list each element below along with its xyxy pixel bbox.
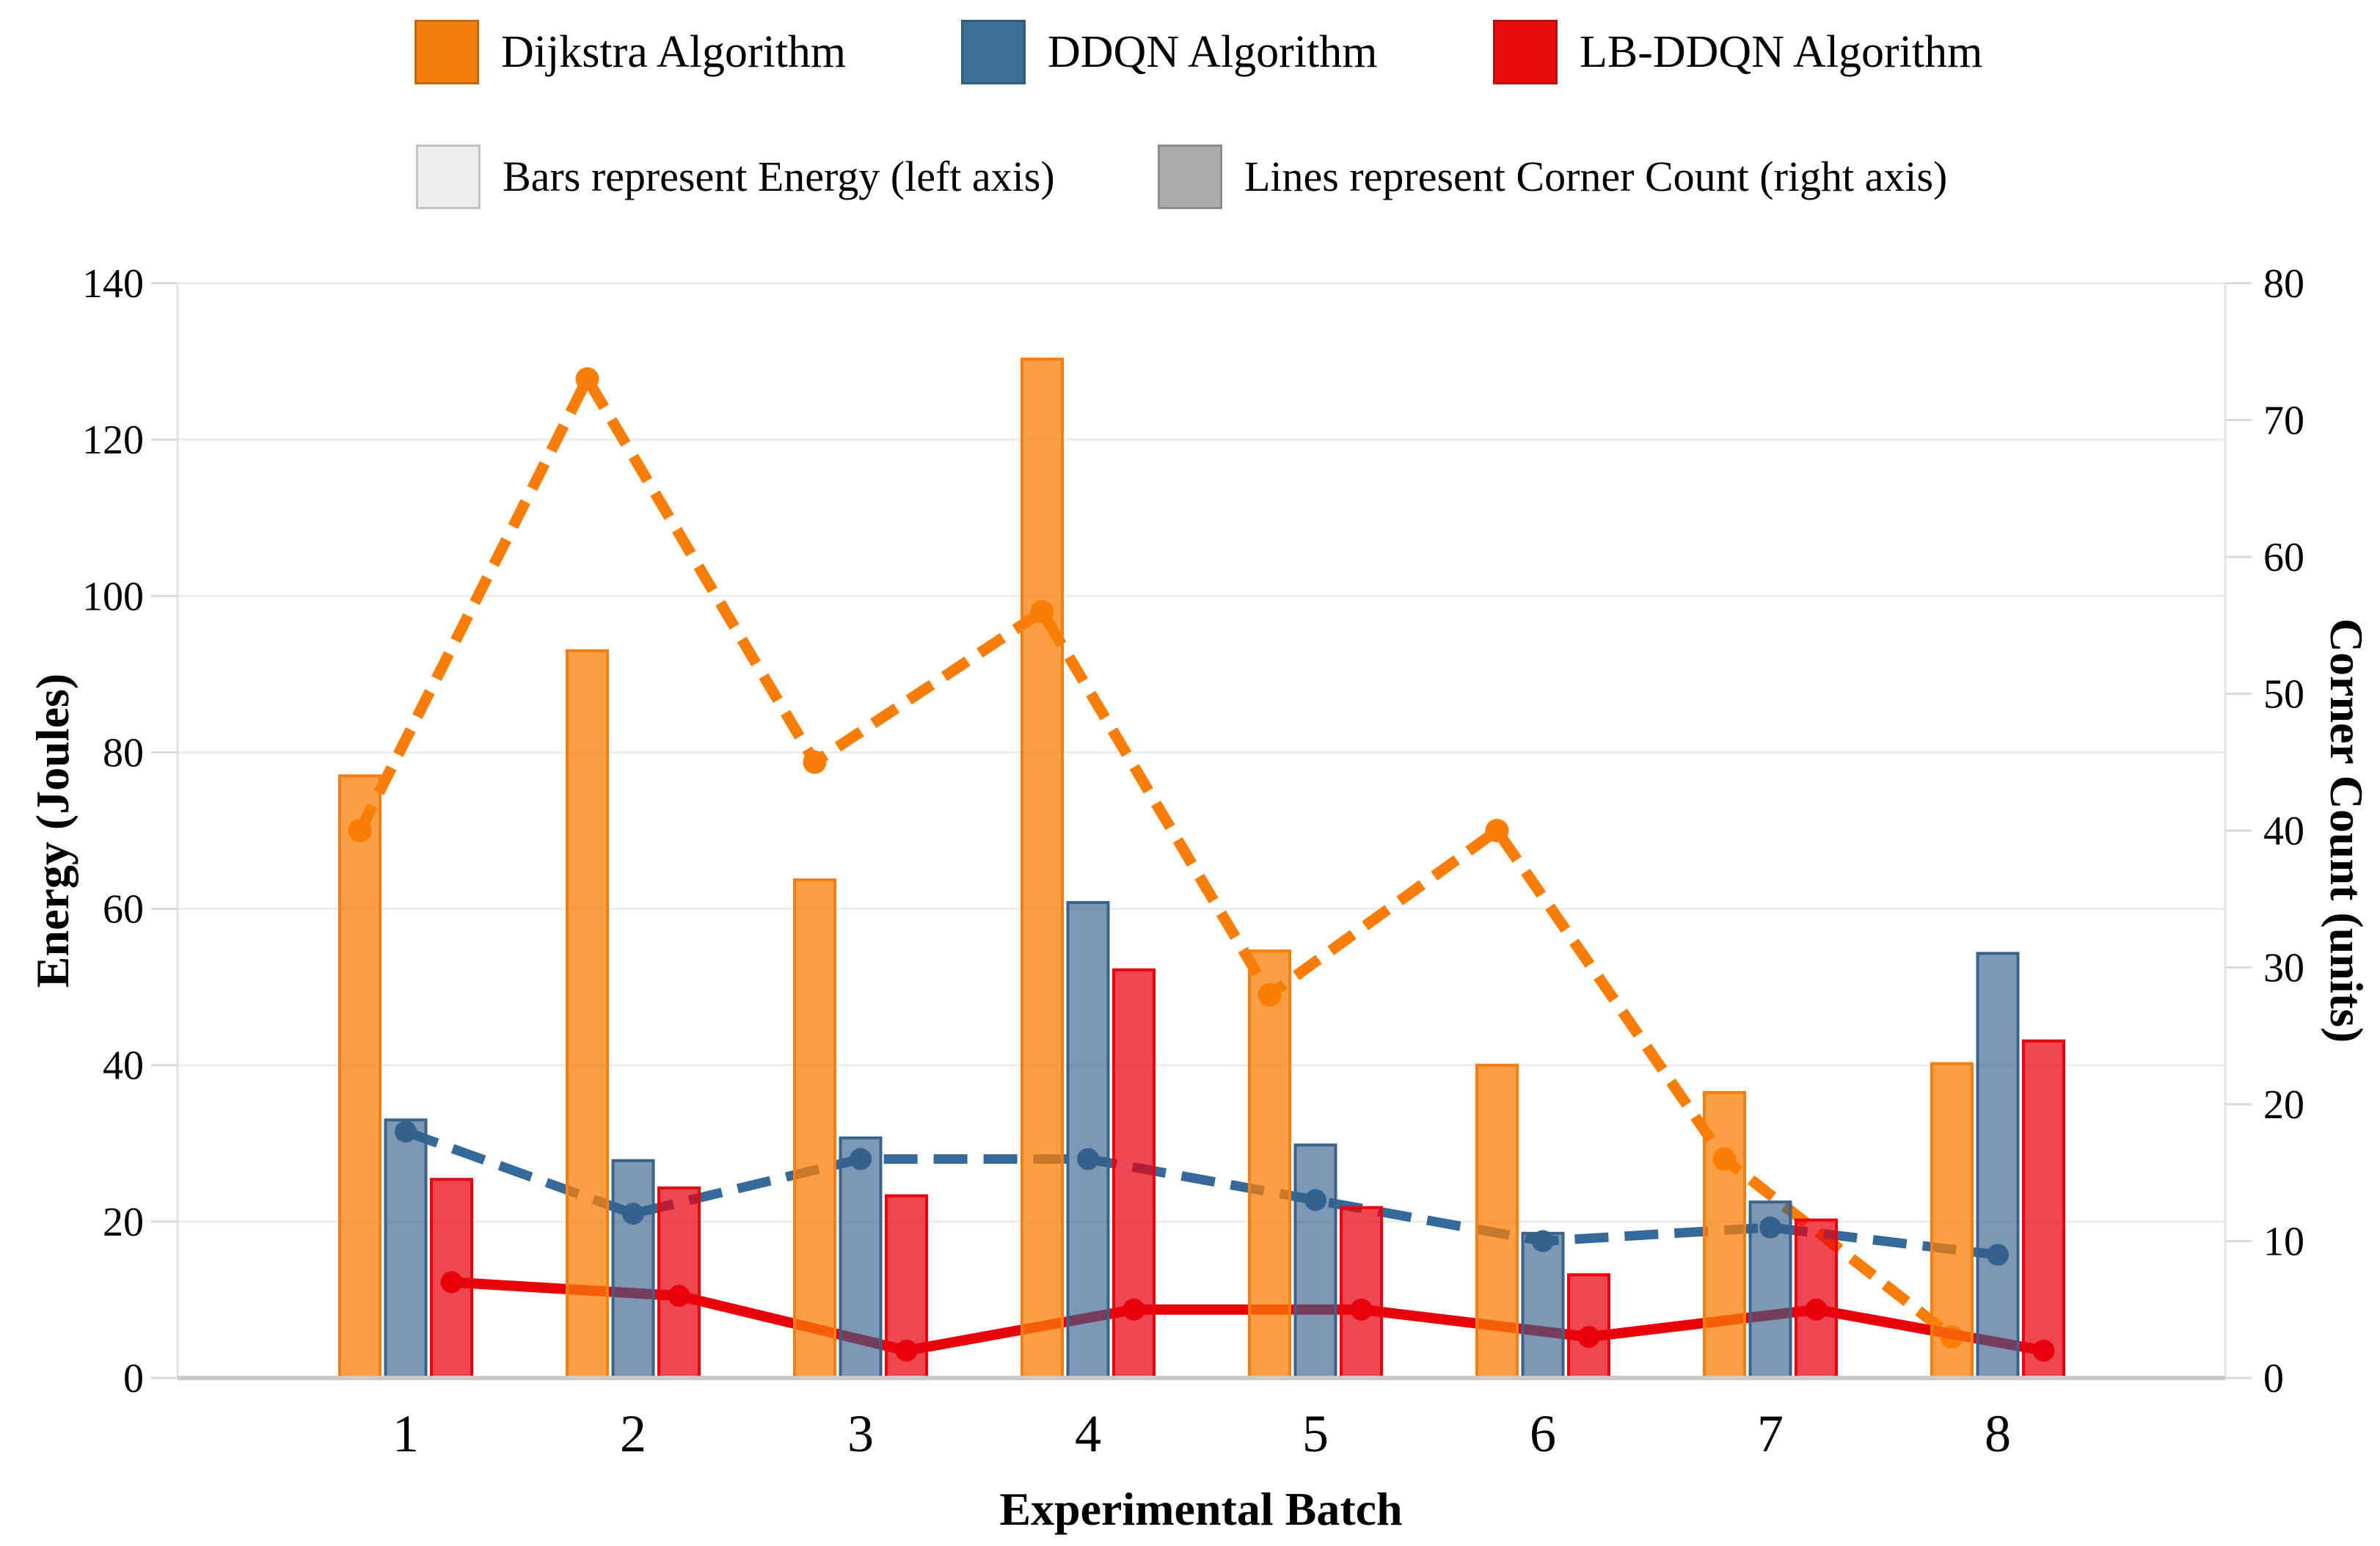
legend-note-1: Lines represent Corner Count (right axis… bbox=[1158, 143, 1947, 211]
legend-swatch-icon bbox=[1493, 20, 1558, 84]
legend-label: Lines represent Corner Count (right axis… bbox=[1244, 153, 1948, 200]
left-tick-label-60: 60 bbox=[103, 887, 144, 933]
x-tick-label-2: 2 bbox=[620, 1404, 646, 1463]
bar-Dijkstra Algorithm-batch-8 bbox=[1930, 1062, 1974, 1380]
right-tick-label-70: 70 bbox=[2263, 398, 2304, 444]
left-tick-label-100: 100 bbox=[82, 574, 144, 619]
bar-Dijkstra Algorithm-batch-1 bbox=[338, 774, 382, 1379]
legend-label: DDQN Algorithm bbox=[1048, 27, 1378, 77]
bar-Dijkstra Algorithm-batch-7 bbox=[1703, 1091, 1746, 1379]
bar-DDQN Algorithm-batch-3 bbox=[839, 1136, 883, 1379]
bar-Dijkstra Algorithm-batch-2 bbox=[566, 649, 609, 1379]
left-tick-label-80: 80 bbox=[103, 730, 144, 776]
right-tick-label-60: 60 bbox=[2263, 535, 2304, 580]
bar-LB-DDQN Algorithm-batch-6 bbox=[1567, 1273, 1610, 1379]
bar-LB-DDQN Algorithm-batch-4 bbox=[1112, 968, 1156, 1379]
x-tick-label-5: 5 bbox=[1302, 1404, 1329, 1463]
left-tick-label-40: 40 bbox=[103, 1043, 144, 1089]
bar-Dijkstra Algorithm-batch-6 bbox=[1475, 1063, 1519, 1379]
legend-item-0: Dijkstra Algorithm bbox=[415, 18, 846, 86]
x-tick-label-8: 8 bbox=[1985, 1404, 2011, 1463]
x-tick-label-6: 6 bbox=[1530, 1404, 1556, 1463]
legend-swatch-icon bbox=[1158, 145, 1222, 209]
x-tick-label-1: 1 bbox=[393, 1404, 419, 1463]
bar-DDQN Algorithm-batch-4 bbox=[1066, 901, 1110, 1379]
left-tick-label-20: 20 bbox=[103, 1200, 144, 1245]
marker-Dijkstra Algorithm-batch-2 bbox=[575, 367, 599, 391]
bar-DDQN Algorithm-batch-5 bbox=[1293, 1143, 1337, 1379]
right-tick-label-40: 40 bbox=[2263, 809, 2304, 854]
right-tick-label-80: 80 bbox=[2263, 261, 2304, 307]
x-axis-title: Experimental Batch bbox=[999, 1483, 1403, 1535]
legend-label: Dijkstra Algorithm bbox=[501, 27, 847, 77]
legend-note-0: Bars represent Energy (left axis) bbox=[416, 143, 1055, 211]
bar-LB-DDQN Algorithm-batch-3 bbox=[885, 1194, 928, 1380]
right-tick-label-10: 10 bbox=[2263, 1219, 2304, 1265]
legend-item-1: DDQN Algorithm bbox=[961, 18, 1378, 86]
legend-label: LB-DDQN Algorithm bbox=[1580, 27, 1983, 77]
bar-DDQN Algorithm-batch-2 bbox=[611, 1159, 655, 1380]
left-tick-label-0: 0 bbox=[123, 1356, 144, 1401]
bar-DDQN Algorithm-batch-1 bbox=[384, 1118, 428, 1380]
left-tick-label-120: 120 bbox=[82, 418, 144, 463]
bar-Dijkstra Algorithm-batch-4 bbox=[1021, 357, 1064, 1380]
line-Dijkstra Algorithm bbox=[354, 367, 1956, 1341]
right-tick-label-30: 30 bbox=[2263, 946, 2304, 991]
bar-Dijkstra Algorithm-batch-5 bbox=[1248, 949, 1291, 1379]
marker-Dijkstra Algorithm-batch-6 bbox=[1485, 819, 1509, 842]
x-tick-label-3: 3 bbox=[847, 1404, 874, 1463]
bar-LB-DDQN Algorithm-batch-5 bbox=[1340, 1206, 1383, 1380]
bar-DDQN Algorithm-batch-8 bbox=[1976, 952, 2020, 1379]
left-tick-label-140: 140 bbox=[82, 261, 144, 307]
legend-label: Bars represent Energy (left axis) bbox=[503, 153, 1055, 200]
bar-DDQN Algorithm-batch-7 bbox=[1748, 1200, 1792, 1379]
bar-DDQN Algorithm-batch-6 bbox=[1521, 1231, 1565, 1380]
right-tick-label-50: 50 bbox=[2263, 672, 2304, 718]
legend-swatch-icon bbox=[415, 20, 479, 84]
bar-LB-DDQN Algorithm-batch-2 bbox=[657, 1186, 701, 1379]
bar-LB-DDQN Algorithm-batch-1 bbox=[430, 1178, 473, 1380]
bar-LB-DDQN Algorithm-batch-7 bbox=[1795, 1218, 1838, 1379]
x-tick-label-4: 4 bbox=[1075, 1404, 1101, 1463]
x-tick-label-7: 7 bbox=[1757, 1404, 1784, 1463]
bar-Dijkstra Algorithm-batch-3 bbox=[793, 878, 836, 1379]
legend-swatch-icon bbox=[961, 20, 1026, 84]
legend-item-2: LB-DDQN Algorithm bbox=[1493, 18, 1982, 86]
marker-Dijkstra Algorithm-batch-3 bbox=[803, 750, 827, 774]
right-tick-label-0: 0 bbox=[2263, 1356, 2284, 1401]
bar-LB-DDQN Algorithm-batch-8 bbox=[2022, 1039, 2065, 1379]
legend-swatch-icon bbox=[416, 145, 481, 209]
right-tick-label-20: 20 bbox=[2263, 1082, 2304, 1128]
